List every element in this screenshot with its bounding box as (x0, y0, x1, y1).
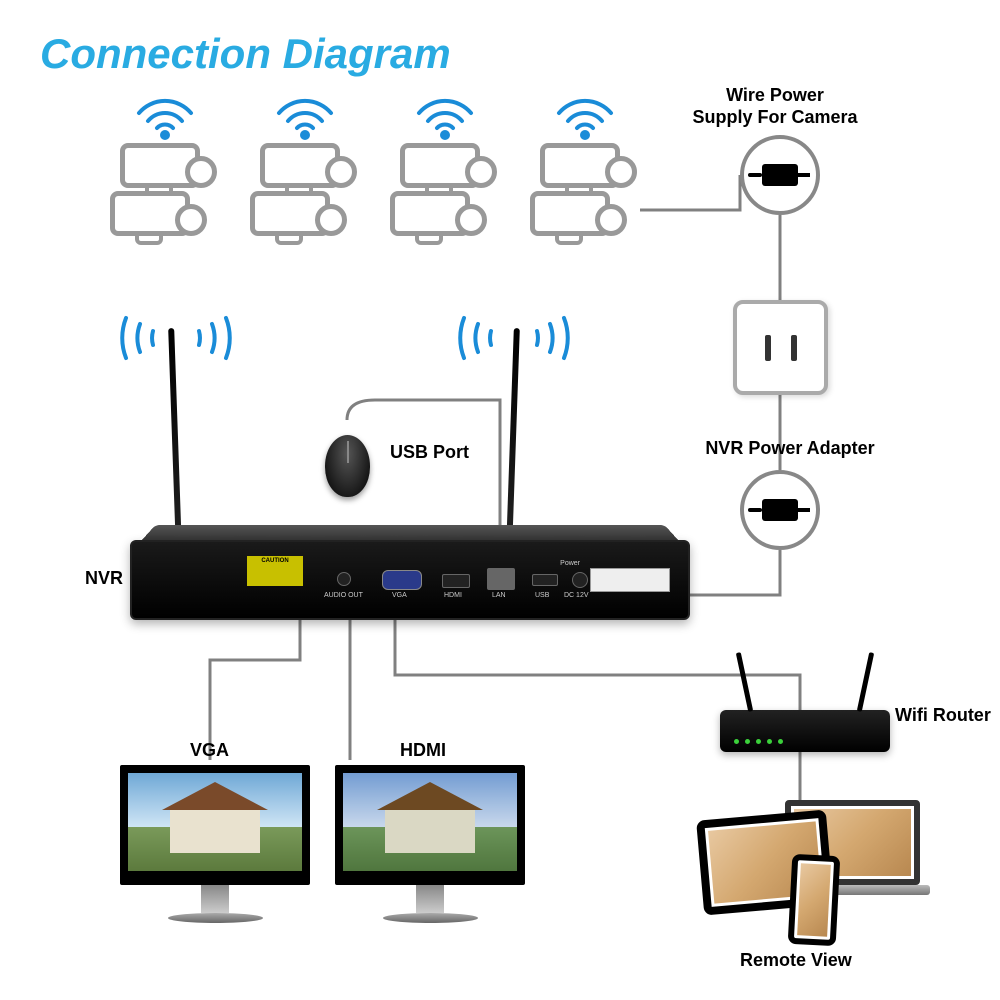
camera-group-2 (250, 95, 360, 225)
audio-out-text: AUDIO OUT (324, 592, 363, 599)
audio-out-port (337, 572, 351, 586)
camera-icon (400, 143, 480, 188)
nvr-antenna-left (168, 328, 182, 548)
camera-power-adapter-icon (740, 135, 820, 215)
camera-icon (530, 191, 610, 236)
nvr-label: NVR (85, 568, 123, 590)
camera-icon (250, 191, 330, 236)
usb-port-label: USB Port (390, 442, 469, 464)
hdmi-text: HDMI (444, 592, 462, 599)
nvr-device: CAUTION AUDIO OUT VGA HDMI LAN USB DC 12… (130, 540, 690, 620)
dc-text: DC 12V (564, 592, 589, 599)
hdmi-port (442, 574, 470, 588)
mouse-icon (325, 435, 370, 497)
camera-group-3 (390, 95, 500, 225)
hdmi-label: HDMI (400, 740, 446, 762)
camera-group-1 (110, 95, 220, 225)
vga-port (382, 570, 422, 590)
nvr-power-label: NVR Power Adapter (690, 438, 890, 460)
camera-icon (260, 143, 340, 188)
wifi-router-label: Wifi Router (895, 705, 991, 727)
camera-icon (110, 191, 190, 236)
vga-text: VGA (392, 592, 407, 599)
camera-icon (540, 143, 620, 188)
diagram-title: Connection Diagram (40, 30, 451, 78)
camera-group-4 (530, 95, 640, 225)
camera-icon (390, 191, 470, 236)
remote-view-devices (700, 790, 920, 940)
power-outlet-icon (733, 300, 828, 395)
lan-port (487, 568, 515, 590)
wifi-router-icon (720, 710, 890, 752)
usb-port (532, 574, 558, 586)
adapter-icon (762, 499, 798, 521)
monitor-vga (120, 765, 310, 923)
usb-text: USB (535, 592, 549, 599)
nvr-power-adapter-icon (740, 470, 820, 550)
camera-icon (120, 143, 200, 188)
nvr-antenna-right (506, 328, 520, 548)
power-text: Power (560, 560, 580, 567)
serial-sticker (590, 568, 670, 592)
caution-sticker: CAUTION (247, 556, 303, 586)
vga-label: VGA (190, 740, 229, 762)
lan-text: LAN (492, 592, 506, 599)
remote-view-label: Remote View (740, 950, 852, 972)
camera-power-label: Wire PowerSupply For Camera (665, 85, 885, 128)
phone-icon (788, 854, 841, 946)
monitor-hdmi (335, 765, 525, 923)
dc-port (572, 572, 588, 588)
adapter-icon (762, 164, 798, 186)
